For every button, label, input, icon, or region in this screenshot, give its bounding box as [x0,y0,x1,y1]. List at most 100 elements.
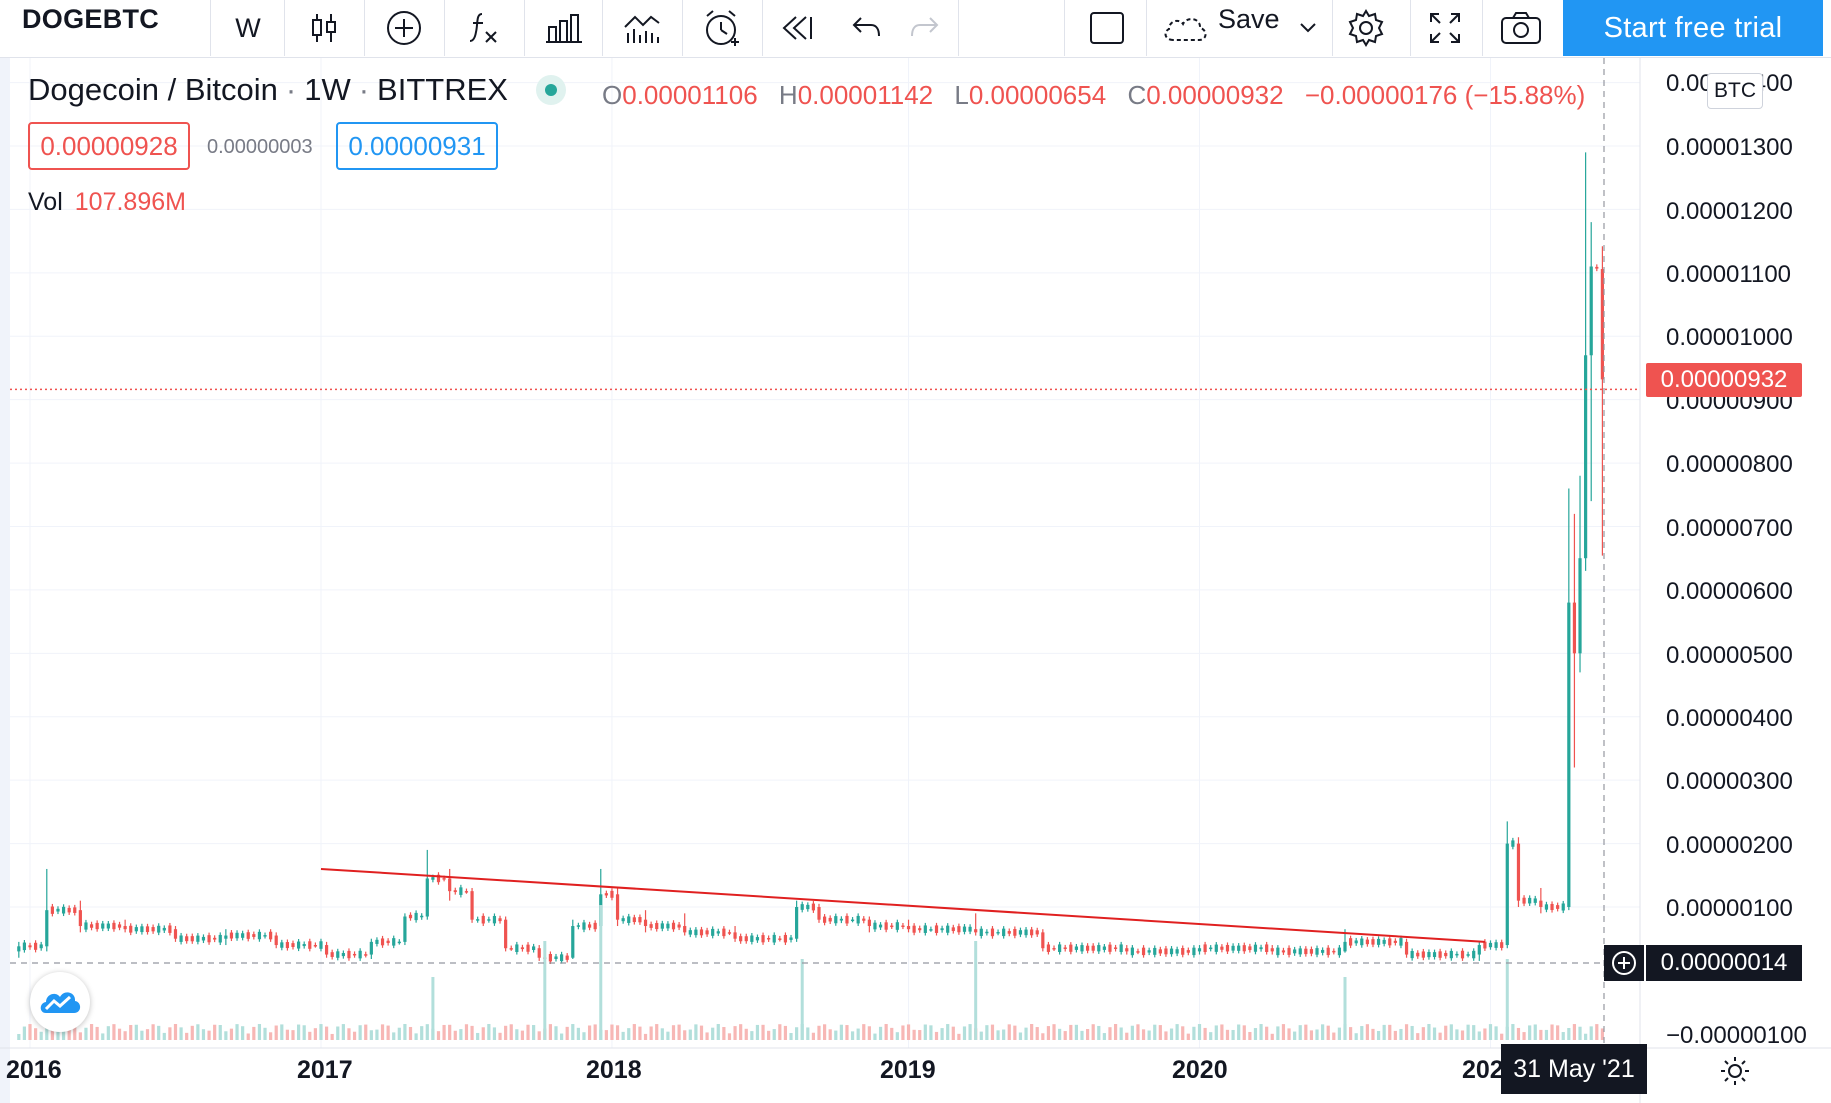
compare-icon[interactable] [526,0,602,56]
candle-body [50,906,54,914]
volume-bar [1595,1024,1599,1040]
candle-body [431,877,435,880]
start-free-trial-button[interactable]: Start free trial [1563,0,1823,56]
candle-body [996,932,1000,934]
volume-bar [934,1031,939,1040]
volume-bar [190,1025,194,1040]
volume-bar [660,1028,664,1040]
interval-button[interactable]: W [235,12,261,43]
candle-body [168,925,172,933]
candle-body [839,918,843,921]
fx-icon[interactable] [446,0,522,56]
volume-bar [1002,1029,1006,1040]
volume-bar [1018,1032,1023,1040]
volume-bar [459,1029,463,1040]
volume-bar [1024,1027,1028,1040]
price-axis-tick: 0.00000700 [1666,515,1793,542]
buy-price-button[interactable]: 0.00000931 [336,122,498,170]
alert-icon[interactable] [684,0,760,56]
volume-bar [1097,1025,1101,1040]
candle-body [1511,840,1515,847]
volume-bar [1125,1032,1129,1040]
candle-body [442,878,446,880]
chevron-down-icon[interactable] [1288,0,1328,56]
volume-bar [1141,1029,1146,1040]
volume-bar [828,1029,832,1040]
candle-body [1393,940,1397,943]
volume-bar [33,1028,38,1040]
candle-body [671,922,676,930]
volume-bar [1382,1024,1386,1040]
candle-body [1438,951,1442,958]
add-icon[interactable] [366,0,442,56]
candle-body [1494,942,1498,948]
volume-bar [772,1029,776,1040]
volume-bar [95,1026,99,1040]
volume-bar [1483,1028,1487,1040]
redo-icon[interactable] [894,0,954,56]
price-axis-tick: 0.00001300 [1666,134,1793,161]
open-label: O [602,80,623,110]
candle-body [1556,905,1560,909]
camera-icon[interactable] [1486,0,1556,56]
volume-bar [1539,1029,1543,1040]
chart-settings-icon[interactable] [1718,1054,1752,1088]
volume-bar [196,1024,200,1040]
cloud-icon[interactable] [1156,0,1216,56]
candle-body [1136,951,1140,953]
candle-body [1332,950,1336,953]
volume-bar [123,1031,127,1040]
candle-body [185,936,189,942]
layout-icon[interactable] [1066,0,1148,56]
sell-price-button[interactable]: 0.00000928 [28,122,190,170]
low-value: 0.00000654 [968,80,1107,110]
candle-body [218,934,222,943]
volume-bar [1259,1024,1263,1040]
candle-body [604,893,608,896]
volume-bar [504,1025,508,1040]
candle-body [576,925,580,927]
toolbar-divider [210,0,211,56]
volume-bar [1214,1025,1218,1040]
replay-icon[interactable] [764,0,828,56]
tradingview-logo-icon[interactable] [30,972,90,1032]
fullscreen-icon[interactable] [1412,0,1478,56]
candle-body [1561,903,1565,911]
currency-label[interactable]: BTC [1707,73,1763,109]
volume-peak-bar [1505,959,1509,1040]
candle-body [951,927,955,932]
indicators-icon[interactable] [604,0,680,56]
candle-body [330,952,334,957]
volume-bar [1556,1025,1560,1040]
candles-icon[interactable] [286,0,362,56]
candle-body [1544,904,1549,910]
price-chart[interactable] [0,58,1831,1103]
candle-body [884,922,888,930]
gear-icon[interactable] [1334,0,1398,56]
undo-icon[interactable] [836,0,898,56]
volume-bar [73,1025,77,1040]
candle-body [677,924,681,928]
volume-bar [649,1026,653,1040]
market-status-icon[interactable] [535,75,566,105]
volume-bar [106,1026,110,1040]
candle-body [800,904,804,910]
candle-body [408,914,413,919]
candle-body [632,917,636,923]
crosshair-add-icon[interactable] [1604,945,1644,981]
candle-body [873,922,877,930]
volume-bar [481,1027,485,1040]
candle-body [1091,945,1095,951]
save-button[interactable]: Save [1218,4,1280,34]
candle-body [1018,930,1023,935]
volume-bar [442,1024,446,1040]
symbol-search-button[interactable]: DOGEBTC [22,4,160,34]
volume-bar [352,1031,357,1040]
volume-bar [722,1027,726,1040]
candle-body [33,942,38,950]
candle-body [492,915,497,924]
ohlc-values: O0.00001106 H0.00001142 L0.00000654 C0.0… [602,80,1599,111]
volume-bar [179,1027,183,1040]
volume-bar [666,1031,670,1040]
candle-body [795,907,799,939]
